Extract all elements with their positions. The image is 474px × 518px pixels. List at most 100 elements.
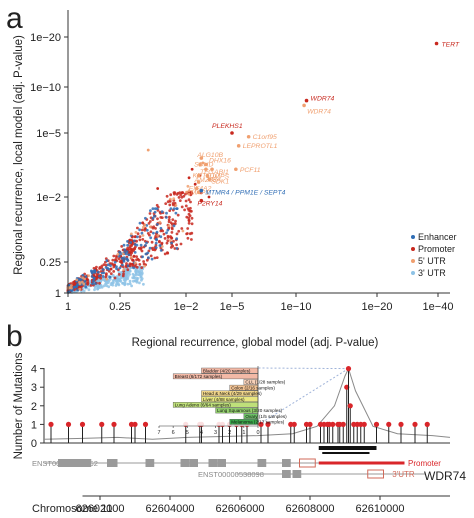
point-promoter [151, 248, 155, 252]
point-3-utr [87, 288, 91, 292]
point-3-utr [119, 279, 123, 283]
point-enhancer [149, 236, 153, 240]
exon-block [107, 459, 118, 467]
point-enhancer [106, 263, 110, 267]
point-promoter [115, 256, 118, 259]
point-5-utr [121, 252, 125, 256]
x-tick-label: 1e−40 [423, 301, 454, 313]
point-promoter [128, 246, 132, 250]
point-enhancer [165, 231, 168, 235]
point-5-utr [142, 225, 145, 229]
point-promoter [156, 217, 159, 221]
legend: Enhancer Promoter 5' UTR 3' UTR [411, 232, 457, 278]
point-3-utr [128, 279, 132, 283]
labeled-point [204, 162, 208, 167]
point-enhancer [127, 253, 131, 257]
point-enhancer [150, 257, 154, 261]
point-enhancer [94, 282, 97, 285]
point-enhancer [165, 211, 168, 215]
point-promoter [147, 222, 151, 225]
legend-marker [411, 247, 415, 251]
point-5-utr [169, 197, 172, 201]
point-enhancer [175, 207, 179, 211]
y-tick-label: 1e−10 [30, 82, 61, 94]
point-enhancer [102, 271, 106, 275]
point-promoter [175, 243, 179, 247]
b-x-axis-ticks: 62602000 62604000 62606000 62608000 62610000 [76, 495, 450, 515]
point-promoter [173, 247, 177, 250]
exon-block [217, 459, 226, 467]
point-3-utr [131, 272, 135, 276]
point-3-utr [96, 287, 99, 291]
point-5-utr [187, 189, 191, 193]
mutation-head [265, 421, 271, 427]
point-promoter [155, 256, 159, 259]
hotspot-bar [318, 446, 377, 450]
point-promoter [92, 266, 96, 270]
point-promoter [173, 192, 176, 196]
x-axis-label: Regional recurrence, global model (adj. … [132, 337, 379, 349]
point-promoter [153, 256, 157, 260]
point-3-utr [93, 286, 97, 289]
panel-a: a TERT WDR74 WDR74 PLEKHS1 C1orf95 LEPROTL1 AL… [6, 2, 460, 349]
point-enhancer [76, 283, 80, 286]
point-promoter [187, 219, 191, 223]
point-promoter [113, 276, 117, 280]
point-3-utr [138, 281, 141, 285]
point-enhancer [138, 221, 142, 225]
labeled-point [198, 162, 202, 167]
x-tick-label: 1e−20 [362, 301, 393, 313]
point-promoter [149, 254, 153, 258]
promoter-annotation: Promoter [408, 459, 441, 468]
point-enhancer [155, 207, 159, 211]
mutation-head [307, 421, 313, 427]
point-label: PLEKHS1 [212, 123, 243, 130]
mutation-head [111, 421, 117, 427]
point-enhancer [155, 237, 158, 241]
point-promoter [186, 227, 190, 230]
inset-tick-label: 5 [186, 430, 189, 436]
point-enhancer [145, 241, 148, 245]
track-label: ENST00000538098 [198, 470, 264, 479]
point-promoter [138, 235, 142, 239]
point-5-utr [187, 192, 191, 196]
panel-b-label: b [6, 320, 23, 353]
point-enhancer [153, 214, 157, 218]
point-promoter [184, 199, 188, 203]
exon-block [282, 470, 291, 478]
b-y-tick-label: 2 [31, 401, 37, 413]
point-5-utr [134, 261, 137, 265]
point-enhancer [108, 275, 112, 279]
guide-line [257, 368, 349, 426]
point-label: LEPROTL1 [243, 143, 278, 150]
point-5-utr [75, 278, 79, 282]
mutation-head [412, 421, 418, 427]
point-promoter [86, 281, 90, 285]
labeled-point [207, 177, 212, 182]
point-enhancer [145, 228, 149, 232]
point-enhancer [105, 259, 109, 263]
mutation-head [79, 421, 86, 427]
x-axis-ticks: 1 0.25 1e−2 1e−5 1e−10 1e−20 1e−40 [65, 293, 454, 313]
point-enhancer [170, 241, 174, 245]
point-enhancer [133, 243, 137, 246]
point-promoter [188, 214, 192, 218]
point-promoter [173, 201, 177, 205]
point-promoter [140, 266, 144, 269]
point-promoter [120, 245, 124, 248]
point-label: MTMR4 / PPM1E / SEPT4 [205, 190, 285, 197]
legend-entry: 3' UTR [418, 268, 446, 278]
labeled-point [194, 186, 199, 191]
inset-tick-label: 3 [214, 430, 217, 436]
density-curve [43, 367, 451, 440]
inset-bar-label: CLL (1/28 samples) [245, 380, 285, 385]
inset-guide-lines [257, 367, 349, 426]
labeled-point [304, 98, 309, 103]
point-5-utr [70, 284, 73, 287]
point-5-utr [130, 232, 133, 236]
point-promoter [189, 200, 192, 204]
point-3-utr [123, 282, 127, 286]
point-promoter [109, 272, 113, 275]
point-3-utr [139, 275, 143, 279]
point-5-utr [146, 148, 150, 152]
